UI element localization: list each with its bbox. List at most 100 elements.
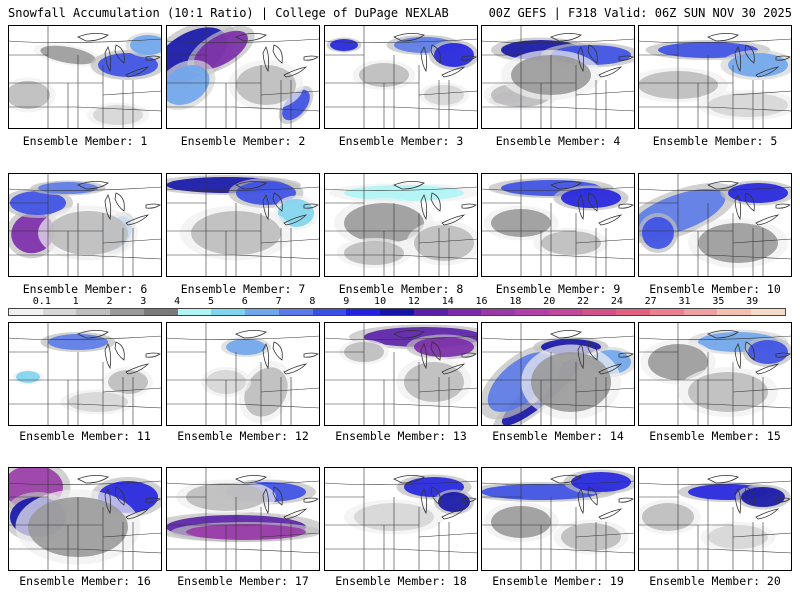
snow-area — [748, 340, 788, 364]
great-lakes — [707, 475, 791, 520]
panel-caption: Ensemble Member: 6 — [22, 282, 148, 296]
legend-swatch — [211, 309, 246, 315]
legend-label: 39 — [746, 296, 759, 307]
legend-label: 5 — [207, 296, 214, 307]
snow-area — [194, 30, 248, 70]
legend-label: 27 — [644, 296, 657, 307]
great-lakes — [77, 181, 161, 226]
snow-area — [282, 89, 310, 121]
snow-area — [48, 334, 108, 350]
legend-swatch — [177, 309, 212, 315]
state-borders — [638, 173, 792, 277]
great-lakes — [235, 33, 319, 78]
legend-label: 18 — [509, 296, 522, 307]
panel-caption: Ensemble Member: 7 — [180, 282, 306, 296]
legend-swatch — [76, 309, 111, 315]
panel-caption: Ensemble Member: 16 — [19, 574, 151, 588]
snowfall-map — [481, 467, 635, 571]
state-borders — [638, 322, 792, 426]
great-lakes — [393, 330, 477, 375]
snow-area — [48, 211, 128, 255]
legend-label: 2 — [106, 296, 113, 307]
map-frame — [324, 25, 478, 129]
state-borders — [324, 25, 478, 129]
panel-caption: Ensemble Member: 9 — [495, 282, 621, 296]
legend-swatch — [481, 309, 516, 315]
legend-swatch — [312, 309, 347, 315]
snowfall-shading — [638, 40, 792, 120]
snowfall-map — [324, 25, 478, 129]
snow-area — [40, 45, 96, 65]
snow-area — [278, 199, 314, 227]
state-borders — [324, 173, 478, 277]
map-frame — [166, 173, 320, 277]
great-lakes — [77, 475, 161, 520]
panel-caption: Ensemble Member: 8 — [338, 282, 464, 296]
snow-area — [93, 105, 143, 125]
legend-swatch — [649, 309, 684, 315]
legend-label: 7 — [275, 296, 282, 307]
panel-caption: Ensemble Member: 19 — [492, 574, 624, 588]
snowfall-map — [324, 173, 478, 277]
snow-area — [424, 85, 464, 105]
snow-area — [359, 63, 409, 87]
run-valid-time: 00Z GEFS | F318 Valid: 06Z SUN NOV 30 20… — [488, 6, 792, 20]
legend-bar — [8, 308, 786, 316]
map-frame — [166, 25, 320, 129]
legend-swatch — [751, 309, 785, 315]
snow-area — [708, 525, 768, 549]
legend-swatch — [42, 309, 77, 315]
map-frame — [481, 25, 635, 129]
legend-label: 10 — [374, 296, 387, 307]
snowfall-shading — [329, 183, 478, 268]
snowfall-map — [8, 322, 162, 426]
snowfall-map — [324, 322, 478, 426]
snowfall-map — [481, 25, 635, 129]
legend-label: 12 — [407, 296, 420, 307]
state-borders — [481, 467, 635, 571]
state-borders — [8, 467, 162, 571]
legend-swatch — [616, 309, 650, 315]
map-frame — [638, 25, 792, 129]
panel-caption: Ensemble Member: 3 — [338, 134, 464, 148]
map-frame — [638, 322, 792, 426]
snow-area — [741, 487, 785, 507]
snowfall-map — [481, 173, 635, 277]
panel-caption: Ensemble Member: 4 — [495, 134, 621, 148]
snow-area — [642, 503, 694, 531]
snow-area — [414, 225, 474, 261]
snow-area — [344, 241, 404, 265]
snow-area — [16, 371, 40, 383]
snow-area — [330, 39, 358, 51]
state-borders — [324, 322, 478, 426]
snow-area — [226, 339, 266, 355]
great-lakes — [550, 475, 634, 520]
great-lakes — [235, 330, 319, 375]
state-borders — [166, 173, 320, 277]
state-borders — [638, 467, 792, 571]
snow-area — [244, 367, 288, 417]
legend-label: 0.1 — [32, 296, 51, 307]
map-frame — [324, 322, 478, 426]
snowfall-map — [8, 173, 162, 277]
map-frame — [166, 467, 320, 571]
legend-swatch — [346, 309, 381, 315]
snowfall-shading — [13, 332, 153, 415]
legend-swatch — [548, 309, 583, 315]
snow-area — [698, 223, 778, 263]
snowfall-map — [166, 322, 320, 426]
legend-label: 31 — [678, 296, 691, 307]
snow-area — [68, 392, 128, 412]
legend-swatch — [683, 309, 718, 315]
state-borders — [166, 322, 320, 426]
snowfall-map — [166, 173, 320, 277]
legend-swatch — [9, 309, 43, 315]
map-frame — [481, 322, 635, 426]
legend-swatch — [110, 309, 144, 315]
map-frame — [481, 467, 635, 571]
legend-swatch — [413, 309, 448, 315]
snow-area — [561, 523, 621, 551]
legend-swatch — [245, 309, 279, 315]
snow-area — [8, 81, 50, 109]
legend-label: 24 — [610, 296, 623, 307]
